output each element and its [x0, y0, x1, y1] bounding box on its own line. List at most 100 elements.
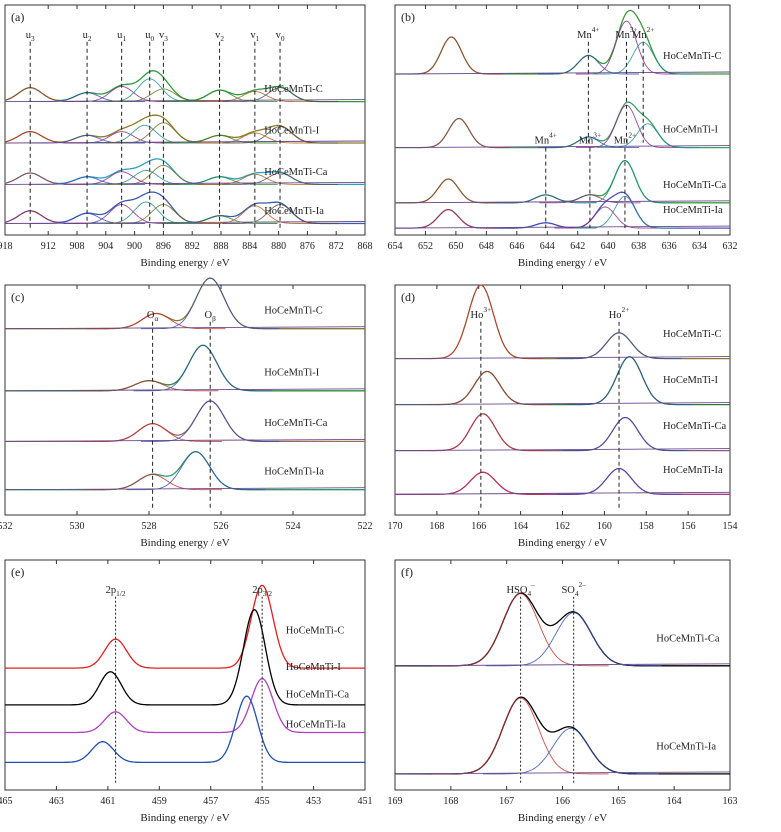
series-label: HoCeMnTi-Ia [264, 206, 324, 217]
peak-label: Ho3+ [471, 305, 492, 321]
x-tick-label: 163 [723, 796, 738, 807]
chart-panel-2: 654 652 650 648 646 644 642 640 638 636 634 632 Bind… [388, 4, 738, 269]
series-label: HoCeMnTi-C [663, 329, 722, 340]
fit-component [79, 380, 219, 392]
baseline [394, 225, 731, 229]
fit-component [86, 313, 226, 330]
peak-label: Mn2+ [614, 131, 636, 147]
fit-component [83, 474, 222, 491]
x-tick-label: 872 [329, 241, 344, 252]
series-label: HoCeMnTi-C [264, 84, 323, 95]
panel-label: (b) [401, 10, 415, 24]
fit-component [126, 451, 266, 491]
peak-label: 2p1/2 [106, 585, 126, 598]
fit-component [161, 89, 278, 103]
x-tick-label: 164 [667, 796, 682, 807]
peak-label: Mn4+ [577, 25, 599, 41]
x-tick-label: 168 [429, 521, 444, 532]
x-tick-label: 532 [0, 521, 13, 532]
plot-frame [4, 559, 366, 791]
baseline [394, 771, 731, 775]
x-tick-label: 453 [306, 796, 321, 807]
x-tick-label: 164 [513, 521, 528, 532]
x-axis-label: Binding energy / eV [518, 812, 607, 824]
series-line [395, 696, 730, 775]
series-label: HoCeMnTi-Ia [264, 466, 324, 477]
x-tick-label: 640 [601, 241, 616, 252]
peak-label: v2 [215, 30, 224, 43]
peak-label: Mn2+ [632, 25, 654, 41]
x-tick-label: 648 [479, 241, 494, 252]
x-tick-label: 868 [358, 241, 373, 252]
series-label: HoCeMnTi-Ca [663, 180, 727, 191]
fit-component [567, 356, 692, 406]
x-tick-label: 900 [127, 241, 142, 252]
x-axis-label: Binding energy / eV [140, 537, 229, 549]
peak-label: SO42– [561, 580, 586, 598]
x-tick-label: 154 [723, 521, 738, 532]
baseline [4, 140, 366, 144]
series-label: HoCeMnTi-Ca [264, 167, 328, 178]
panel-label: (a) [11, 10, 24, 24]
baseline [394, 663, 731, 667]
series-label: HoCeMnTi-I [663, 375, 719, 386]
series-label: HoCeMnTi-Ca [656, 634, 720, 645]
x-tick-label: 880 [271, 241, 286, 252]
x-axis-label: Binding energy / eV [518, 257, 607, 269]
fit-component [556, 468, 682, 495]
x-tick-label: 904 [98, 241, 113, 252]
x-tick-label: 455 [255, 796, 270, 807]
series-label: HoCeMnTi-Ca [286, 690, 350, 701]
x-tick-label: 896 [156, 241, 171, 252]
baseline [394, 356, 731, 360]
x-tick-label: 166 [471, 521, 486, 532]
peak-label: Mn3+ [579, 131, 601, 147]
x-tick-label: 908 [70, 241, 85, 252]
peak-label: u2 [83, 30, 92, 43]
baseline [394, 402, 731, 406]
x-tick-label: 892 [185, 241, 200, 252]
x-axis-label: Binding energy / eV [140, 257, 229, 269]
series-label: HoCeMnTi-I [286, 662, 342, 673]
x-tick-label: 160 [597, 521, 612, 532]
series-line [5, 608, 365, 706]
x-tick-label: 918 [0, 241, 13, 252]
series-line [5, 584, 365, 669]
chart-panel-5: 465 463 461 459 457 455 453 451 Binding energy /… [0, 559, 373, 824]
baseline [394, 491, 731, 495]
peak-label: v1 [250, 30, 259, 43]
chart-panel-1: 918 912 908 904 900 896 892 888 884 880 876 872 868 B… [0, 4, 373, 269]
x-tick-label: 167 [499, 796, 514, 807]
x-tick-label: 524 [286, 521, 301, 532]
x-tick-label: 165 [611, 796, 626, 807]
fit-component [397, 178, 499, 204]
series-line [395, 413, 730, 452]
baseline [4, 388, 366, 392]
x-tick-label: 168 [443, 796, 458, 807]
peak-label: Mn4+ [535, 131, 557, 147]
x-tick-label: 457 [203, 796, 218, 807]
series-label: HoCeMnTi-Ia [663, 205, 723, 216]
plot-frame [394, 284, 731, 516]
chart-panel-6: 169 168 167 166 165 164 163 Binding energy / eV… [388, 559, 738, 824]
peak-label: v0 [276, 30, 285, 43]
x-tick-label: 912 [41, 241, 56, 252]
x-tick-label: 654 [388, 241, 403, 252]
baseline [394, 448, 731, 452]
peak-label: HSO4– [506, 580, 535, 598]
peak-label: Oβ [205, 310, 217, 323]
x-tick-label: 884 [242, 241, 257, 252]
series-label: HoCeMnTi-Ia [656, 742, 716, 753]
x-tick-label: 463 [49, 796, 64, 807]
series-label: HoCeMnTi-I [264, 125, 320, 136]
x-tick-label: 459 [152, 796, 167, 807]
fit-component [400, 36, 502, 75]
panel-label: (c) [11, 290, 24, 304]
x-tick-label: 644 [540, 241, 555, 252]
fit-component [5, 131, 89, 144]
series-label: HoCeMnTi-C [286, 625, 345, 636]
x-tick-label: 528 [142, 521, 157, 532]
fit-component [408, 118, 510, 149]
peak-label: Ho2+ [609, 305, 630, 321]
